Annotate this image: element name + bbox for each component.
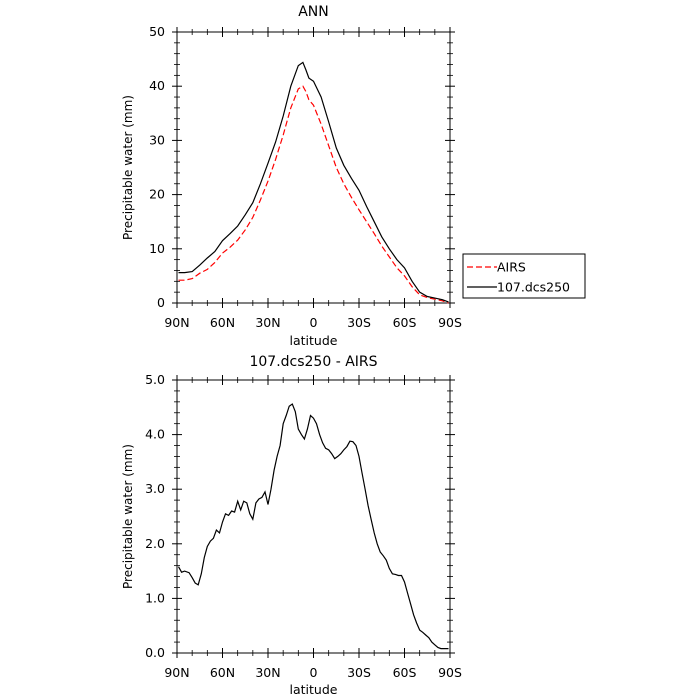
x-tick-label: 30S [347,315,371,330]
legend-label: AIRS [497,260,526,275]
x-tick-label: 60N [210,665,235,680]
x-tick-label: 30N [255,665,280,680]
y-tick-label: 10 [149,241,165,256]
y-tick-label: 1.0 [145,590,165,605]
x-tick-label: 90S [438,315,462,330]
chart-panel-1: 0 10 20 30 40 50 90N 60N 30N 0 30S 60S 90S ANN latitud… [121,4,586,348]
x-tick-label: 90N [164,315,189,330]
series-line-airs [178,85,449,304]
x-tick-label: 90S [438,665,462,680]
x-tick-label: 30S [347,665,371,680]
plot-frame [176,379,451,654]
y-tick-label: 30 [149,132,165,147]
y-tick-label: 5.0 [145,372,165,387]
series-line-107-dcs250 [178,61,449,303]
x-axis-label: latitude [290,682,338,697]
y-tick-label: 3.0 [145,481,165,496]
chart-title: ANN [298,4,329,20]
legend-frame [462,253,586,299]
x-tick-label: 60N [210,315,235,330]
chart-panel-2: 0.0 1.0 2.0 3.0 4.0 5.0 90N 60N 30N 0 30S 60S 90S 107… [121,354,462,697]
chart-title: 107.dcs250 - AIRS [249,354,377,370]
x-tick-label: 0 [310,315,318,330]
y-tick-label: 0 [157,295,165,310]
series-line-1 [177,403,449,650]
x-tick-label: 90N [164,665,189,680]
y-tick-label: 50 [149,24,165,39]
x-tick-label: 60S [393,665,417,680]
plot-frame [176,31,451,304]
y-tick-label: 2.0 [145,536,165,551]
x-axis-label: latitude [290,333,338,348]
x-tick-label: 60S [393,315,417,330]
y-tick-label: 20 [149,187,165,202]
x-tick-label: 0 [310,665,318,680]
y-tick-label: 0.0 [145,645,165,660]
y-tick-label: 40 [149,78,165,93]
legend: AIRS 107.dcs250 [462,253,586,299]
y-tick-label: 4.0 [145,427,165,442]
y-axis-label: Precipitable water (mm) [121,444,135,589]
y-axis-label: Precipitable water (mm) [121,95,135,240]
x-tick-label: 30N [255,315,280,330]
legend-label: 107.dcs250 [497,280,570,295]
